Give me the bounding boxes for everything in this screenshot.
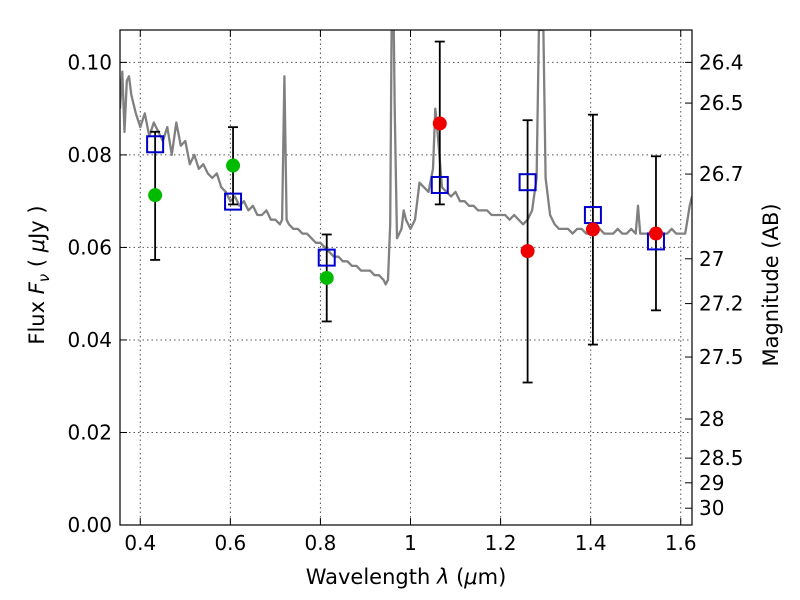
y-tick-label: 0.02 xyxy=(67,420,112,444)
right-axis-label: Magnitude (AB) xyxy=(759,203,783,366)
model-sed-line xyxy=(120,30,692,286)
right-tick-label: 27.2 xyxy=(699,292,744,316)
model-sed-series xyxy=(120,30,692,286)
x-tick-label: 1.2 xyxy=(485,531,517,555)
x-tick-label: 0.8 xyxy=(305,531,337,555)
grid xyxy=(120,30,692,526)
model-photometry-square xyxy=(146,135,165,154)
y-tick-label: 0.00 xyxy=(67,513,112,537)
y-tick-label: 0.10 xyxy=(67,50,112,74)
x-axis-label: Wavelength λ (μm) xyxy=(306,565,507,589)
model-photometry-square xyxy=(518,173,537,192)
x-tick-label: 0.4 xyxy=(124,531,156,555)
observed-flux-point xyxy=(319,270,334,285)
right-tick-label: 26.5 xyxy=(699,91,744,115)
observed-flux-point xyxy=(432,116,447,131)
observed-flux-point xyxy=(520,244,535,259)
y-tick-label: 0.04 xyxy=(67,328,112,352)
model-photometry-square xyxy=(317,248,336,267)
observed-flux-point xyxy=(648,226,663,241)
model-photometry-square xyxy=(224,192,243,211)
right-tick-label: 29 xyxy=(699,471,724,495)
observed-flux-point xyxy=(585,222,600,237)
right-tick-label: 28 xyxy=(699,407,724,431)
right-tick-label: 28.5 xyxy=(699,446,744,470)
y-tick-label: 0.06 xyxy=(67,235,112,259)
axis-ticks xyxy=(120,30,692,526)
observed-flux-point xyxy=(226,158,241,173)
right-tick-label: 30 xyxy=(699,496,724,520)
x-tick-label: 0.6 xyxy=(214,531,246,555)
observed-flux-point xyxy=(148,188,163,203)
tick-labels: 0.4 0.6 0.8 1 1.2 1.4 1.6 0.00 0.02 0.04 0.06 0.08 0… xyxy=(67,50,743,555)
right-tick-label: 26.4 xyxy=(699,50,744,74)
model-photometry-square xyxy=(430,175,449,194)
right-tick-label: 26.7 xyxy=(699,162,744,186)
x-tick-label: 1.6 xyxy=(665,531,697,555)
x-tick-label: 1.4 xyxy=(575,531,607,555)
right-tick-label: 27 xyxy=(699,247,724,271)
x-tick-label: 1 xyxy=(404,531,417,555)
plot-frame xyxy=(119,29,693,526)
right-tick-label: 27.5 xyxy=(699,345,744,369)
data-markers xyxy=(146,116,665,285)
y-tick-label: 0.08 xyxy=(67,143,112,167)
y-axis-label: Flux Fν ( μJy ) xyxy=(25,205,53,344)
